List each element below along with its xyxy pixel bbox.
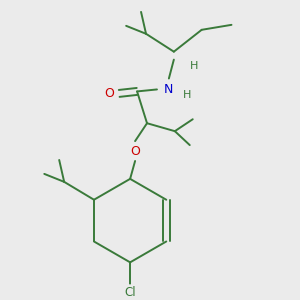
Text: H: H	[183, 90, 191, 100]
Text: O: O	[104, 87, 114, 100]
Text: O: O	[130, 145, 140, 158]
Text: N: N	[164, 83, 174, 96]
Text: Cl: Cl	[124, 286, 136, 299]
Text: H: H	[190, 61, 198, 70]
